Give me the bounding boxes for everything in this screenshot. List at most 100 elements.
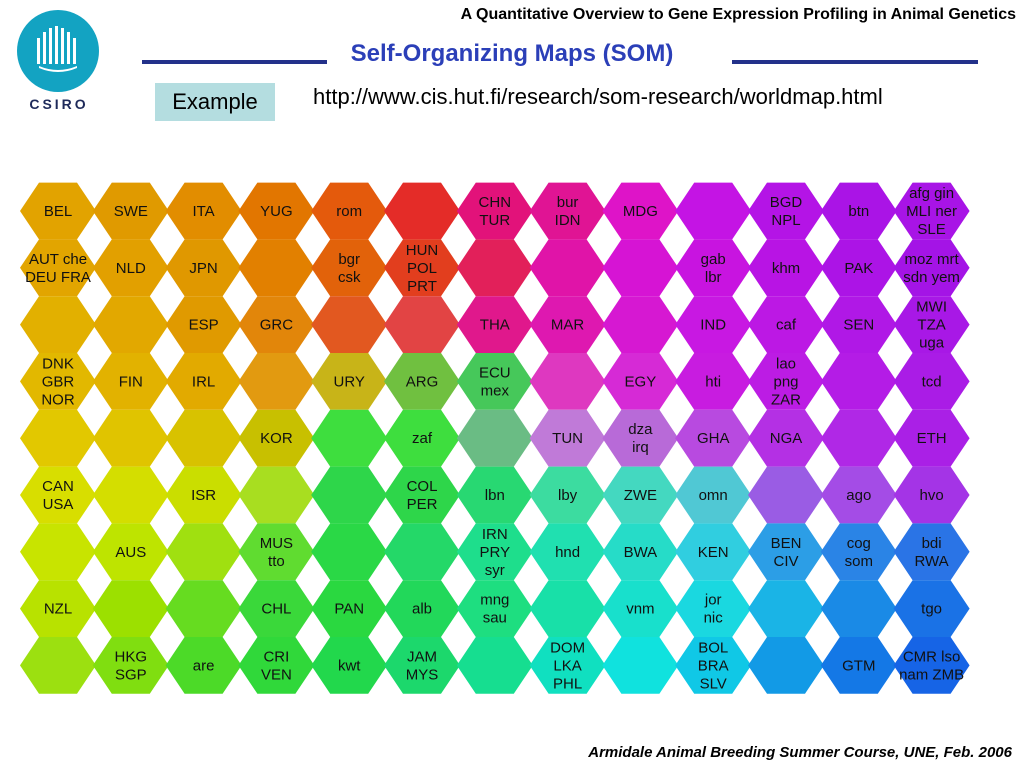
som-cell-label: IDN: [555, 212, 581, 229]
som-cell: [748, 523, 824, 581]
som-cell-label: PRY: [480, 544, 511, 561]
som-cell: [20, 239, 96, 297]
som-cell-label: jor: [704, 592, 722, 609]
som-cell: [893, 353, 970, 410]
som-cell: [748, 580, 824, 637]
som-cell-label: NZL: [44, 601, 72, 618]
som-cell-label: dza: [628, 421, 653, 438]
som-cell: [820, 182, 897, 240]
som-cell: [311, 353, 388, 410]
som-cell-label: ZAR: [771, 391, 801, 408]
som-cell: [311, 523, 388, 581]
som-cell: [456, 296, 533, 353]
som-cell: [820, 580, 897, 637]
som-cell-label: GBR: [42, 373, 75, 390]
som-cell: [384, 239, 460, 297]
som-cell: [165, 353, 242, 410]
som-cell: [820, 353, 897, 410]
som-cell-label: CRI: [263, 648, 289, 665]
som-cell: [20, 580, 96, 637]
som-cell: [311, 182, 388, 240]
som-cell: [529, 239, 606, 297]
som-cell-label: nam ZMB: [899, 666, 964, 683]
som-cell: [456, 182, 533, 240]
som-cell: [384, 409, 460, 467]
som-cell-label: GRC: [260, 317, 294, 334]
som-cell-label: csk: [338, 269, 361, 286]
som-cell-label: caf: [776, 317, 797, 334]
som-cell: [384, 296, 460, 353]
som-cell-label: COL: [407, 478, 438, 495]
som-cell: [20, 523, 96, 581]
som-cell: [456, 466, 533, 524]
csiro-logo: CSIRO: [14, 10, 104, 112]
som-cell-label: TUN: [552, 430, 583, 447]
som-cell-label: ETH: [917, 430, 947, 447]
som-cell-label: SEN: [843, 317, 874, 334]
som-cell: [748, 182, 824, 240]
som-cell-label: BEN: [771, 535, 802, 552]
som-cell: [165, 466, 242, 524]
som-cell: [238, 353, 315, 410]
course-title: A Quantitative Overview to Gene Expressi…: [460, 6, 1016, 23]
som-cell-label: AUS: [115, 544, 146, 561]
title-rule-right: [732, 60, 978, 64]
som-cell-label: NLD: [116, 260, 146, 277]
som-cell: [92, 409, 169, 467]
som-cell-label: VEN: [261, 666, 292, 683]
som-cell-label: POL: [407, 260, 437, 277]
som-cell: [165, 239, 242, 297]
som-cell: [675, 239, 752, 297]
som-cell-label: kwt: [338, 657, 361, 674]
som-cell: [820, 466, 897, 524]
som-cell-label: FIN: [119, 373, 143, 390]
som-cell-label: lby: [558, 487, 578, 504]
example-label: Example: [155, 83, 275, 121]
som-cell: [748, 637, 824, 694]
som-cell: [20, 409, 96, 467]
som-cell: [675, 466, 752, 524]
som-cell: [238, 523, 315, 581]
som-cell-label: lbn: [485, 487, 505, 504]
som-cell: [675, 182, 752, 240]
som-cell: [165, 296, 242, 353]
som-cell: [311, 239, 388, 297]
som-cell: [238, 637, 315, 694]
som-cell-label: NGA: [770, 430, 803, 447]
som-cell: [311, 637, 388, 694]
som-cell: [675, 580, 752, 637]
som-cell: [92, 523, 169, 581]
som-cell: [529, 637, 606, 694]
som-cell: [384, 580, 460, 637]
som-cell-label: JAM: [407, 648, 437, 665]
som-cell: [311, 580, 388, 637]
som-cell-label: PER: [407, 496, 438, 513]
som-cell: [20, 182, 96, 240]
som-cell-label: NPL: [771, 212, 800, 229]
som-cell: [92, 296, 169, 353]
som-cell-label: MWI: [916, 299, 947, 316]
som-cell-label: bdi: [922, 535, 942, 552]
som-cell: [893, 580, 970, 637]
som-cell: [456, 239, 533, 297]
som-cell: [92, 239, 169, 297]
som-cell-label: hvo: [920, 487, 944, 504]
logo-emblem-icon: [17, 10, 99, 92]
som-cell: [748, 466, 824, 524]
som-cell-label: CMR lso: [903, 648, 961, 665]
som-cell-label: zaf: [412, 430, 433, 447]
som-cell-label: MLI ner: [906, 203, 957, 220]
som-cell-label: LKA: [553, 657, 581, 674]
som-cell-label: DOM: [550, 639, 585, 656]
som-cell: [893, 637, 970, 694]
som-cell-label: THA: [480, 317, 510, 334]
som-cell: [602, 409, 679, 467]
som-cell: [529, 182, 606, 240]
som-cell: [529, 523, 606, 581]
som-cell-label: hti: [705, 373, 721, 390]
som-cell: [384, 353, 460, 410]
som-cell: [238, 466, 315, 524]
som-cell-label: RWA: [915, 553, 949, 570]
som-cell: [602, 466, 679, 524]
som-cell: [529, 353, 606, 410]
